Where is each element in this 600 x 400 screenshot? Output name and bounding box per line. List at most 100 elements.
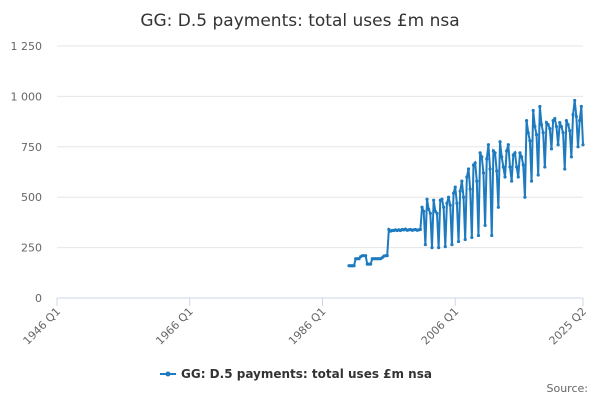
chart-title: GG: D.5 payments: total uses £m nsa xyxy=(140,11,459,31)
point xyxy=(513,151,517,155)
legend-label: GG: D.5 payments: total uses £m nsa xyxy=(181,367,432,381)
point xyxy=(578,118,582,123)
point xyxy=(423,242,427,247)
point xyxy=(448,203,452,207)
point xyxy=(501,165,505,169)
point xyxy=(428,211,432,215)
point xyxy=(450,242,454,247)
point xyxy=(568,129,572,133)
point xyxy=(437,246,441,250)
point xyxy=(536,173,540,177)
y-tick-label: 1 250 xyxy=(11,40,43,53)
point xyxy=(500,155,504,159)
point xyxy=(480,155,484,159)
point xyxy=(364,254,368,258)
x-tick-label: 1986 Q1 xyxy=(286,305,329,348)
x-tick-label: 1966 Q1 xyxy=(153,305,196,348)
point xyxy=(451,191,456,195)
point xyxy=(505,149,509,153)
point xyxy=(442,205,446,209)
y-tick-label: 500 xyxy=(21,191,42,204)
point xyxy=(466,167,471,171)
point xyxy=(581,143,585,147)
point xyxy=(488,167,492,171)
point xyxy=(566,123,570,127)
point xyxy=(521,163,525,167)
point xyxy=(490,233,494,238)
point xyxy=(561,131,565,135)
point xyxy=(558,121,562,125)
point xyxy=(533,125,537,129)
point xyxy=(541,131,545,135)
point xyxy=(571,112,575,117)
y-tick-label: 0 xyxy=(35,292,42,305)
point xyxy=(473,161,477,165)
point xyxy=(476,233,481,238)
point xyxy=(470,235,474,240)
x-tick-label: 2006 Q1 xyxy=(419,305,462,348)
point xyxy=(569,155,573,159)
point xyxy=(440,197,444,201)
point xyxy=(445,201,449,205)
point xyxy=(515,165,519,169)
point xyxy=(463,237,467,242)
point xyxy=(465,175,469,179)
point xyxy=(422,209,426,213)
point xyxy=(498,140,502,144)
point xyxy=(559,125,564,129)
point xyxy=(503,175,507,179)
x-tick-label: 1946 Q1 xyxy=(21,305,64,348)
point xyxy=(576,145,580,149)
point xyxy=(579,104,583,109)
point xyxy=(543,165,547,169)
point xyxy=(524,118,529,123)
point xyxy=(418,227,422,232)
point xyxy=(485,157,489,161)
point xyxy=(460,179,464,183)
point xyxy=(546,123,550,127)
point xyxy=(446,195,451,199)
x-tick-label: 2025 Q2 xyxy=(547,305,590,348)
point xyxy=(510,179,514,183)
point xyxy=(458,189,462,193)
point xyxy=(538,104,542,109)
point xyxy=(549,147,554,151)
point xyxy=(352,264,356,268)
point xyxy=(495,169,499,173)
point xyxy=(481,171,486,175)
point xyxy=(523,195,527,199)
point xyxy=(430,246,434,250)
point xyxy=(385,254,389,258)
point xyxy=(553,116,557,121)
point xyxy=(453,185,457,189)
point xyxy=(564,118,569,123)
point xyxy=(539,123,544,127)
point xyxy=(455,201,459,205)
point xyxy=(529,179,534,183)
point xyxy=(548,127,552,131)
point xyxy=(516,175,520,179)
source: Source: xyxy=(547,382,589,395)
point xyxy=(475,179,479,183)
point xyxy=(534,133,539,137)
point xyxy=(520,155,524,159)
point xyxy=(518,151,522,155)
point xyxy=(435,211,439,215)
point xyxy=(508,165,512,169)
y-tick-label: 750 xyxy=(21,141,42,154)
point xyxy=(531,108,535,113)
point xyxy=(420,205,424,209)
point xyxy=(478,151,482,155)
point xyxy=(563,167,567,171)
point xyxy=(432,198,436,202)
point xyxy=(496,205,500,209)
point xyxy=(456,239,461,244)
point xyxy=(443,244,447,249)
point xyxy=(427,207,431,211)
point xyxy=(526,131,530,135)
point xyxy=(574,114,578,119)
point xyxy=(506,143,510,147)
point xyxy=(369,262,373,266)
point xyxy=(486,143,491,147)
